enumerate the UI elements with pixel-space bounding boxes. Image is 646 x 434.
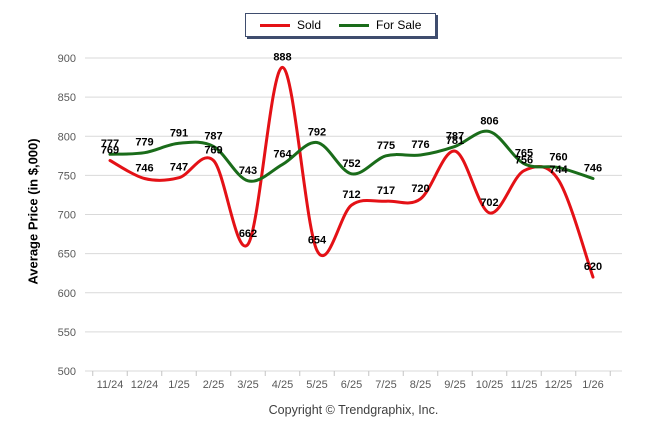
svg-text:764: 764	[273, 148, 292, 160]
svg-text:787: 787	[204, 130, 222, 142]
svg-text:746: 746	[584, 163, 602, 175]
series-line-sold	[108, 65, 595, 279]
svg-text:4/25: 4/25	[272, 379, 293, 391]
legend-label-for-sale: For Sale	[376, 18, 422, 32]
svg-text:744: 744	[549, 164, 568, 176]
for-sale-line-swatch-icon	[339, 23, 370, 27]
svg-text:3/25: 3/25	[237, 379, 258, 391]
svg-text:779: 779	[135, 137, 153, 149]
svg-text:787: 787	[446, 130, 464, 142]
svg-text:500: 500	[58, 366, 76, 378]
legend-item-for-sale: For Sale	[339, 18, 421, 32]
svg-text:1/26: 1/26	[582, 379, 603, 391]
svg-text:6/25: 6/25	[341, 379, 362, 391]
svg-text:10/25: 10/25	[476, 379, 504, 391]
svg-text:752: 752	[342, 158, 360, 170]
svg-text:777: 777	[101, 138, 119, 150]
svg-text:700: 700	[58, 210, 76, 222]
copyright-text: Copyright © Trendgraphix, Inc.	[268, 403, 439, 417]
svg-text:791: 791	[170, 127, 188, 139]
svg-text:750: 750	[58, 170, 76, 182]
svg-text:900: 900	[58, 53, 76, 65]
svg-text:717: 717	[377, 185, 395, 197]
svg-text:800: 800	[58, 131, 76, 143]
svg-text:550: 550	[58, 327, 76, 339]
svg-text:712: 712	[342, 189, 360, 201]
svg-text:756: 756	[515, 155, 533, 167]
svg-text:650: 650	[58, 249, 76, 261]
legend: Sold For Sale	[245, 13, 437, 37]
svg-text:9/25: 9/25	[444, 379, 465, 391]
svg-text:11/25: 11/25	[511, 379, 538, 391]
svg-text:12/24: 12/24	[131, 379, 159, 391]
svg-text:781: 781	[446, 135, 464, 147]
svg-text:769: 769	[101, 145, 119, 157]
svg-text:850: 850	[58, 92, 76, 104]
svg-text:654: 654	[308, 234, 327, 246]
sold-line-swatch-icon	[260, 23, 290, 27]
svg-text:747: 747	[170, 162, 188, 174]
svg-text:792: 792	[308, 127, 326, 139]
svg-text:806: 806	[480, 116, 498, 128]
svg-text:662: 662	[239, 228, 257, 240]
svg-text:620: 620	[584, 261, 602, 273]
gridlines	[85, 57, 622, 376]
svg-text:7/25: 7/25	[375, 379, 396, 391]
svg-text:1/25: 1/25	[168, 379, 189, 391]
series-line-for-sale	[108, 129, 595, 183]
svg-text:8/25: 8/25	[410, 379, 431, 391]
legend-label-sold: Sold	[297, 18, 322, 32]
svg-text:769: 769	[204, 145, 222, 157]
legend-item-sold: Sold	[260, 18, 321, 32]
svg-text:888: 888	[273, 51, 291, 63]
svg-text:743: 743	[239, 165, 257, 177]
svg-text:720: 720	[411, 183, 429, 195]
svg-text:746: 746	[135, 163, 153, 175]
svg-text:5/25: 5/25	[306, 379, 327, 391]
svg-text:776: 776	[411, 139, 429, 151]
svg-text:2/25: 2/25	[203, 379, 224, 391]
svg-text:12/25: 12/25	[545, 379, 573, 391]
svg-text:11/24: 11/24	[97, 379, 124, 391]
svg-text:765: 765	[515, 148, 533, 160]
axis-tick-labels: 500 550 600 650 700 750 800 850 900 11/24 12/24 1/2…	[58, 53, 604, 391]
svg-text:702: 702	[480, 197, 498, 209]
svg-text:760: 760	[549, 152, 567, 164]
svg-text:600: 600	[58, 288, 76, 300]
svg-text:775: 775	[377, 140, 395, 152]
